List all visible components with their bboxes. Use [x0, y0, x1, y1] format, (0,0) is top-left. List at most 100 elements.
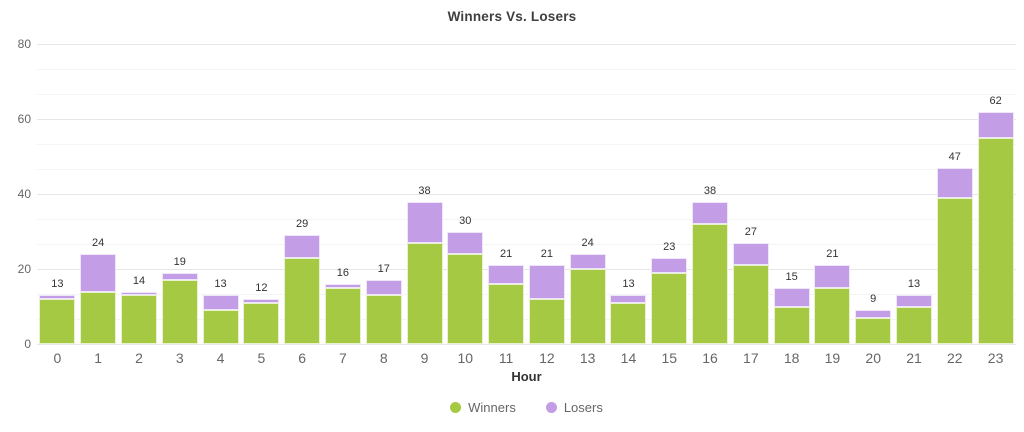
minor-gridline	[37, 169, 1016, 170]
bar-segment-losers-hour-10[interactable]	[447, 231, 484, 254]
bar-segment-losers-hour-18[interactable]	[773, 287, 810, 307]
bar-total-label: 13	[214, 278, 227, 291]
bar-segment-winners-hour-2[interactable]	[120, 295, 157, 344]
bar-segment-losers-hour-22[interactable]	[936, 167, 973, 198]
bar-segment-losers-hour-15[interactable]	[651, 257, 688, 273]
bar-segment-winners-hour-6[interactable]	[284, 257, 321, 344]
x-axis-tick-label: 1	[94, 350, 103, 366]
bar-segment-winners-hour-5[interactable]	[243, 302, 280, 344]
bar-segment-losers-hour-23[interactable]	[977, 111, 1014, 138]
x-axis-tick-label: 15	[661, 350, 678, 366]
bar-segment-winners-hour-17[interactable]	[732, 265, 769, 344]
bar-segment-winners-hour-10[interactable]	[447, 254, 484, 344]
bar-segment-winners-hour-11[interactable]	[488, 284, 525, 344]
bar-segment-winners-hour-20[interactable]	[855, 317, 892, 344]
bar-total-label: 12	[255, 282, 268, 294]
bar-total-label: 30	[459, 214, 472, 227]
minor-gridline	[37, 144, 1016, 145]
legend-marker-icon	[545, 402, 557, 413]
major-gridline	[37, 44, 1016, 45]
bar-segment-losers-hour-14[interactable]	[610, 295, 647, 303]
bar-segment-winners-hour-22[interactable]	[936, 197, 973, 344]
bar-total-label: 23	[663, 240, 676, 253]
x-axis-tick-label: 21	[906, 350, 922, 366]
x-axis-tick-label: 2	[135, 350, 143, 366]
x-axis-tick-label: 3	[175, 350, 184, 366]
bar-segment-winners-hour-9[interactable]	[406, 242, 443, 344]
minor-gridline	[37, 244, 1016, 245]
bar-segment-losers-hour-13[interactable]	[569, 254, 606, 269]
bar-segment-winners-hour-13[interactable]	[569, 269, 606, 344]
x-axis-title: Hour	[511, 369, 542, 384]
bar-total-label: 15	[785, 270, 798, 283]
bar-total-label: 38	[703, 184, 717, 197]
bar-segment-losers-hour-1[interactable]	[80, 254, 117, 292]
bar-segment-losers-hour-17[interactable]	[732, 242, 769, 266]
y-axis-tick-label: 0	[24, 337, 31, 351]
x-axis-tick-label: 10	[457, 350, 474, 366]
bar-total-label: 9	[870, 293, 877, 306]
bar-segment-losers-hour-8[interactable]	[365, 280, 402, 296]
bar-total-label: 29	[296, 218, 309, 231]
bar-total-label: 17	[377, 263, 390, 276]
bar-total-label: 27	[744, 225, 757, 238]
bar-total-label: 13	[51, 278, 64, 291]
bar-segment-losers-hour-5[interactable]	[243, 299, 280, 303]
bar-segment-winners-hour-12[interactable]	[528, 299, 565, 344]
bar-segment-losers-hour-12[interactable]	[528, 265, 565, 299]
bar-segment-winners-hour-1[interactable]	[80, 291, 117, 344]
bar-total-label: 62	[989, 94, 1002, 107]
y-axis-tick-label: 20	[17, 262, 31, 276]
bar-segment-losers-hour-20[interactable]	[855, 310, 892, 318]
bar-segment-winners-hour-4[interactable]	[202, 310, 239, 344]
bar-segment-losers-hour-2[interactable]	[120, 291, 157, 296]
x-axis-tick-label: 4	[216, 350, 225, 366]
bar-segment-winners-hour-3[interactable]	[161, 280, 198, 344]
x-axis-tick-label: 19	[824, 350, 841, 366]
x-axis-tick-label: 8	[379, 350, 388, 366]
minor-gridline	[37, 294, 1016, 295]
bar-segment-losers-hour-21[interactable]	[896, 295, 933, 307]
plot-area: 13 24 14 19 13 12 29 16 17 38 30 21 21 24 13 23 38 27 15 21…	[37, 44, 1016, 344]
bar-segment-losers-hour-19[interactable]	[814, 265, 851, 288]
bar-segment-winners-hour-21[interactable]	[896, 306, 933, 344]
minor-gridline	[37, 69, 1016, 70]
bar-segment-winners-hour-23[interactable]	[977, 137, 1014, 344]
bar-segment-winners-hour-0[interactable]	[39, 299, 76, 344]
bar-segment-losers-hour-6[interactable]	[284, 235, 321, 258]
x-axis-tick-label: 16	[702, 350, 718, 366]
bar-segment-losers-hour-16[interactable]	[692, 201, 729, 224]
bar-segment-losers-hour-7[interactable]	[324, 284, 361, 288]
bar-segment-winners-hour-7[interactable]	[324, 287, 361, 344]
bar-segment-winners-hour-19[interactable]	[814, 287, 851, 344]
bar-segment-winners-hour-16[interactable]	[692, 224, 729, 344]
legend-item-winners[interactable]: Winners	[450, 400, 516, 415]
bar-total-label: 24	[92, 237, 105, 249]
minor-gridline	[37, 94, 1016, 95]
bar-segment-winners-hour-14[interactable]	[610, 302, 647, 344]
bar-total-label: 38	[418, 184, 431, 197]
bar-segment-winners-hour-18[interactable]	[773, 306, 810, 344]
bar-segment-losers-hour-3[interactable]	[161, 272, 198, 281]
bar-segment-losers-hour-4[interactable]	[202, 295, 239, 311]
x-axis-tick-label: 7	[339, 350, 347, 366]
major-gridline	[37, 194, 1016, 195]
x-axis-tick-label: 12	[539, 350, 555, 366]
y-axis-tick-label: 80	[17, 37, 31, 51]
major-gridline	[37, 119, 1016, 120]
minor-gridline	[37, 219, 1016, 220]
bar-segment-losers-hour-0[interactable]	[39, 295, 76, 299]
bar-segment-winners-hour-8[interactable]	[365, 295, 402, 344]
bar-segment-losers-hour-11[interactable]	[488, 265, 525, 284]
bar-segment-winners-hour-15[interactable]	[651, 272, 688, 344]
bar-total-label: 19	[173, 255, 186, 268]
bar-total-label: 21	[826, 248, 839, 261]
x-axis-line	[37, 344, 1016, 345]
bar-total-label: 13	[907, 278, 921, 291]
legend-item-losers[interactable]: Losers	[545, 400, 603, 415]
bar-total-label: 21	[540, 248, 554, 261]
bar-segment-losers-hour-9[interactable]	[406, 201, 443, 243]
bar-total-label: 47	[948, 150, 961, 163]
chart-title: Winners Vs. Losers	[447, 9, 577, 24]
